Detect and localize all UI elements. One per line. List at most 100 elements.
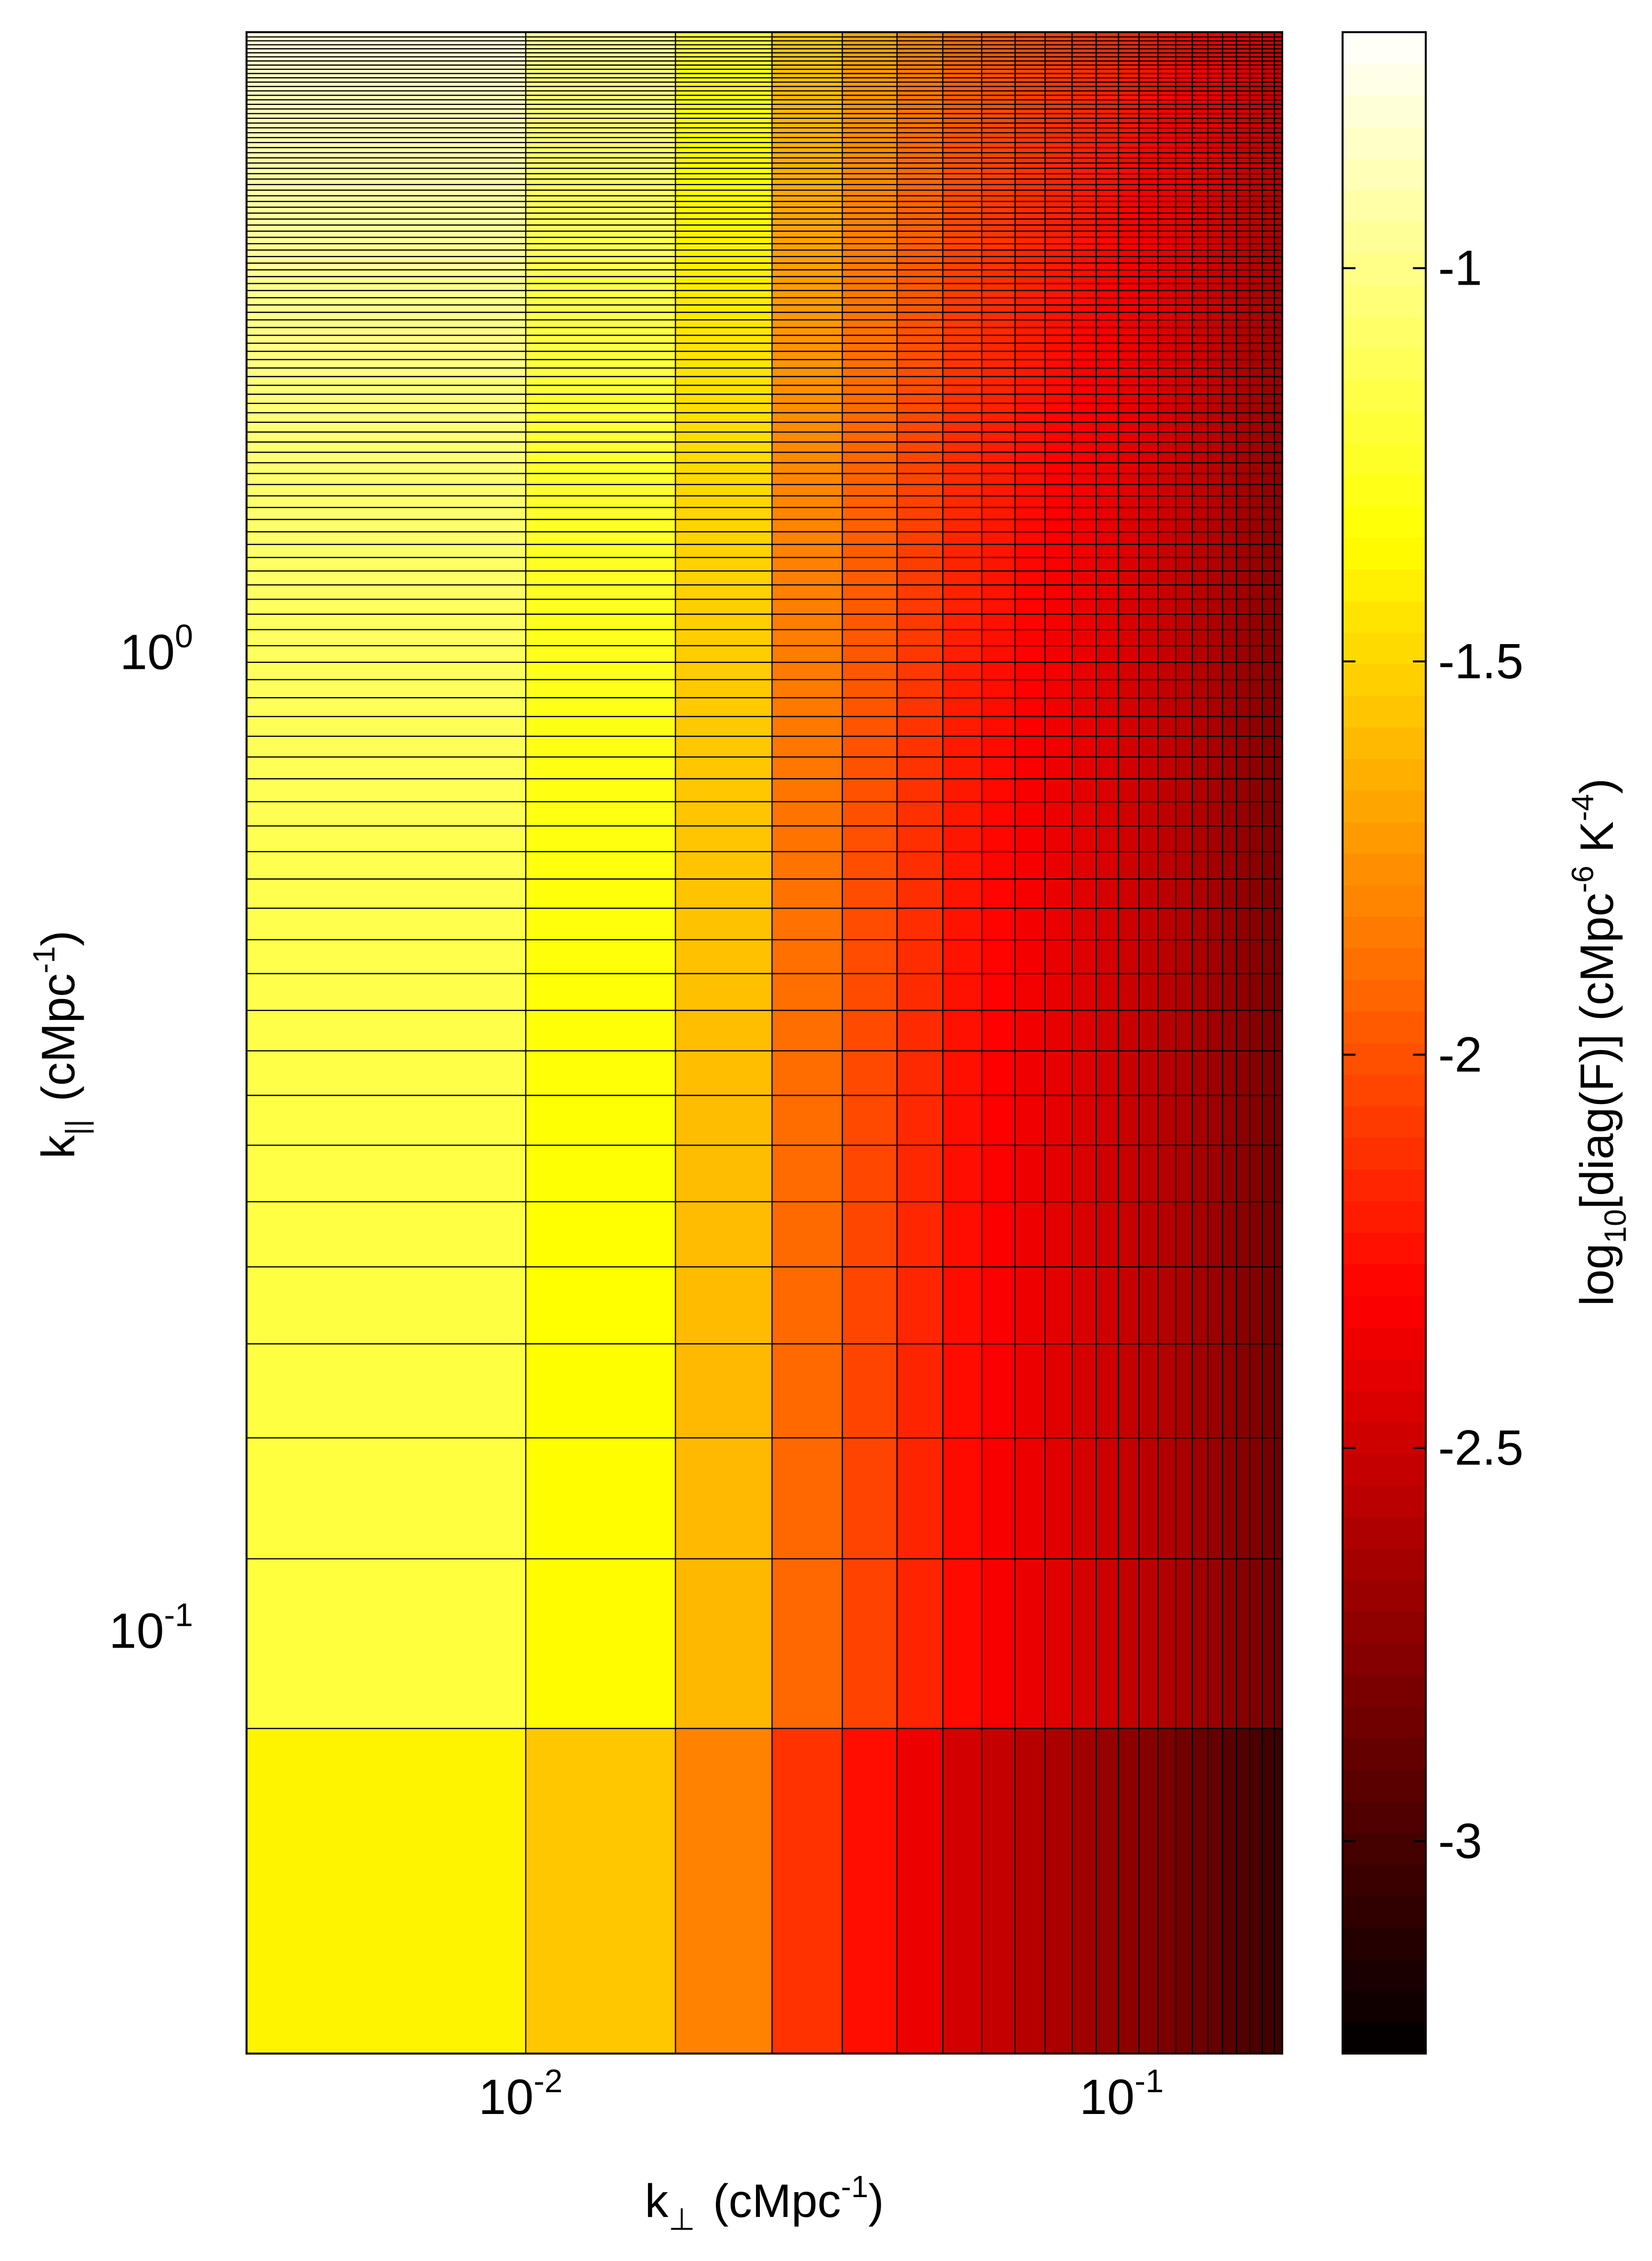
heatmap-cell bbox=[1207, 137, 1223, 143]
heatmap-cell bbox=[1096, 100, 1119, 105]
heatmap-cell bbox=[525, 1266, 676, 1344]
heatmap-cell bbox=[1175, 201, 1193, 208]
heatmap-cell bbox=[1222, 484, 1237, 497]
heatmap-cell bbox=[1236, 385, 1250, 395]
heatmap-cell bbox=[897, 270, 943, 277]
heatmap-cell bbox=[1139, 496, 1158, 508]
heatmap-cell bbox=[1236, 376, 1250, 386]
heatmap-cell bbox=[772, 283, 843, 291]
heatmap-cell bbox=[1236, 432, 1250, 443]
heatmap-cell bbox=[1157, 1558, 1176, 1729]
heatmap-cell bbox=[897, 157, 943, 163]
heatmap-cell bbox=[1274, 78, 1283, 83]
heatmap-cell bbox=[1222, 343, 1237, 352]
heatmap-cell bbox=[1072, 1728, 1097, 2054]
heatmap-cell bbox=[1207, 412, 1223, 423]
heatmap-cell bbox=[1015, 484, 1046, 497]
heatmap-cell bbox=[981, 385, 1016, 395]
heatmap-cell bbox=[981, 879, 1016, 909]
heatmap-cell bbox=[1274, 173, 1283, 180]
heatmap-cell bbox=[981, 462, 1016, 474]
heatmap-cell bbox=[1274, 412, 1283, 423]
heatmap-cell bbox=[1096, 142, 1119, 148]
heatmap-cell bbox=[1192, 290, 1208, 298]
heatmap-cell bbox=[1157, 250, 1176, 257]
heatmap-cell bbox=[897, 256, 943, 264]
heatmap-cell bbox=[1222, 133, 1237, 138]
heatmap-cell bbox=[897, 394, 943, 404]
heatmap-cell bbox=[897, 219, 943, 226]
heatmap-cell bbox=[1262, 736, 1275, 757]
heatmap-cell bbox=[1236, 1344, 1250, 1438]
colorbar-step bbox=[1343, 1990, 1426, 2022]
heatmap-cell bbox=[1015, 163, 1046, 169]
heatmap-cell bbox=[1175, 65, 1193, 70]
heatmap-cell bbox=[247, 290, 526, 298]
heatmap-cell bbox=[1118, 1266, 1140, 1344]
heatmap-cell bbox=[1222, 351, 1237, 360]
heatmap-cell bbox=[1118, 359, 1140, 368]
heatmap-cell bbox=[1192, 95, 1208, 100]
heatmap-cell bbox=[1139, 343, 1158, 352]
heatmap-cell bbox=[1118, 462, 1140, 474]
heatmap-cell bbox=[1250, 412, 1263, 423]
heatmap-cell bbox=[981, 69, 1016, 74]
heatmap-cell bbox=[1072, 113, 1097, 119]
heatmap-cell bbox=[1250, 298, 1263, 305]
heatmap-cell bbox=[1072, 73, 1097, 78]
heatmap-cell bbox=[1192, 376, 1208, 386]
heatmap-cell bbox=[675, 585, 772, 600]
heatmap-cell bbox=[675, 442, 772, 453]
heatmap-cell bbox=[1045, 56, 1073, 61]
heatmap-cell bbox=[1157, 1728, 1176, 2054]
heatmap-cell bbox=[1262, 41, 1275, 46]
heatmap-cell bbox=[247, 778, 526, 802]
heatmap-cell bbox=[1207, 56, 1223, 61]
colorbar-step bbox=[1343, 348, 1426, 380]
heatmap-cell bbox=[1072, 41, 1097, 46]
heatmap-cell bbox=[1015, 52, 1046, 57]
heatmap-cell bbox=[1207, 231, 1223, 238]
heatmap-cell bbox=[1207, 142, 1223, 148]
heatmap-cell bbox=[1118, 335, 1140, 344]
heatmap-cell bbox=[1157, 32, 1176, 38]
heatmap-cell bbox=[842, 157, 898, 163]
heatmap-cell bbox=[1274, 91, 1283, 96]
heatmap-cell bbox=[1262, 123, 1275, 128]
heatmap-cell bbox=[897, 69, 943, 74]
heatmap-cell bbox=[1175, 231, 1193, 238]
heatmap-cell bbox=[675, 133, 772, 138]
heatmap-cell bbox=[1139, 231, 1158, 238]
heatmap-cell bbox=[1250, 137, 1263, 143]
heatmap-cell bbox=[1207, 359, 1223, 368]
heatmap-cell bbox=[525, 802, 676, 826]
colorbar-step bbox=[1343, 474, 1426, 506]
heatmap-cell bbox=[1262, 137, 1275, 143]
heatmap-cell bbox=[897, 312, 943, 320]
heatmap-cell bbox=[943, 128, 982, 133]
heatmap-cell bbox=[1045, 250, 1073, 257]
heatmap-cell bbox=[1250, 452, 1263, 463]
heatmap-cell bbox=[1157, 37, 1176, 42]
heatmap-cell bbox=[1222, 142, 1237, 148]
heatmap-cell bbox=[897, 133, 943, 138]
heatmap-cell bbox=[842, 826, 898, 852]
heatmap-cell bbox=[1192, 52, 1208, 57]
heatmap-cell bbox=[1192, 422, 1208, 433]
heatmap-cell bbox=[897, 137, 943, 143]
heatmap-cell bbox=[1250, 37, 1263, 42]
heatmap-cell bbox=[247, 123, 526, 128]
heatmap-cell bbox=[1192, 56, 1208, 61]
heatmap-cell bbox=[525, 65, 676, 70]
heatmap-cell bbox=[247, 335, 526, 344]
colorbar-tick-label: -2.5 bbox=[1438, 1420, 1523, 1476]
heatmap-cell bbox=[943, 65, 982, 70]
heatmap-cell bbox=[1015, 1266, 1046, 1344]
heatmap-cell bbox=[1157, 168, 1176, 174]
colorbar-step bbox=[1343, 1358, 1426, 1391]
heatmap-cell bbox=[1157, 45, 1176, 50]
heatmap-cell bbox=[247, 270, 526, 277]
heatmap-cell bbox=[1118, 65, 1140, 70]
heatmap-cell bbox=[1250, 343, 1263, 352]
heatmap-cell bbox=[1207, 225, 1223, 232]
